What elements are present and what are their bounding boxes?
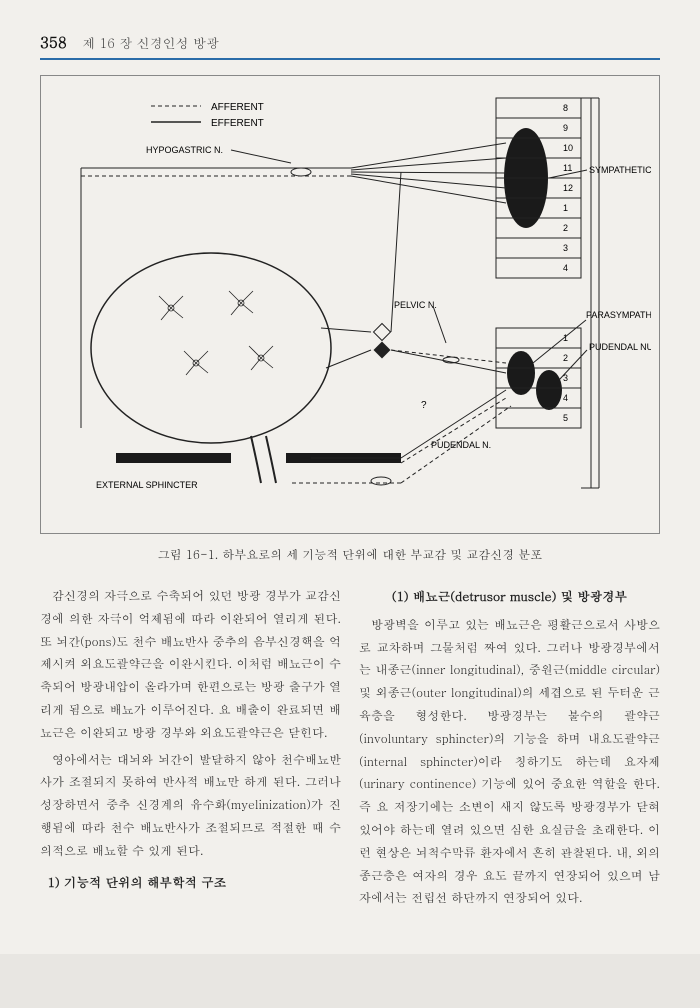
hypogastric-label: HYPOGASTRIC N. xyxy=(146,145,223,155)
svg-text:11: 11 xyxy=(563,163,572,173)
svg-text:1: 1 xyxy=(563,203,568,213)
svg-text:4: 4 xyxy=(563,393,568,403)
right-subhead-1: (1) 배뇨근(detrusor muscle) 및 방광경부 xyxy=(359,585,660,609)
page: 358 제 16 장 신경인성 방광 AFFERENT EFFERENT SYM… xyxy=(0,0,700,954)
left-column: 감신경의 자극으로 수축되어 있던 방광 경부가 교감신경에 의한 자극이 억제… xyxy=(40,585,341,914)
pelvic-label: PELVIC N. xyxy=(394,300,437,310)
figure-16-1: AFFERENT EFFERENT SYMPATHETIC NUCLEUS PA… xyxy=(40,75,660,534)
chapter-title: 제 16 장 신경인성 방광 xyxy=(82,33,219,52)
svg-text:3: 3 xyxy=(563,243,568,253)
body-columns: 감신경의 자극으로 수축되어 있던 방광 경부가 교감신경에 의한 자극이 억제… xyxy=(40,585,660,914)
ext-sphincter-label: EXTERNAL SPHINCTER xyxy=(96,480,198,490)
svg-text:4: 4 xyxy=(563,263,568,273)
svg-text:2: 2 xyxy=(563,353,568,363)
legend-afferent: AFFERENT xyxy=(211,102,264,113)
svg-text:12: 12 xyxy=(563,183,573,193)
ext-sphincter-left xyxy=(116,453,231,463)
svg-text:5: 5 xyxy=(563,413,568,423)
parasym-label-1: PARASYMPATHETIC NUCLEUS xyxy=(586,310,651,320)
left-p2: 영아에서는 대뇌와 뇌간이 발달하지 않아 천수배뇨반사가 조절되지 못하여 반… xyxy=(40,749,341,863)
page-number: 358 xyxy=(40,32,67,53)
page-header: 358 제 16 장 신경인성 방광 xyxy=(40,30,660,60)
bladder-outline xyxy=(91,253,331,443)
svg-text:1: 1 xyxy=(563,333,568,343)
left-p1: 감신경의 자극으로 수축되어 있던 방광 경부가 교감신경에 의한 자극이 억제… xyxy=(40,585,341,745)
svg-text:8: 8 xyxy=(563,103,568,113)
right-p1: 방광벽을 이루고 있는 배뇨근은 평활근으로서 사방으로 교차하며 그물처럼 짜… xyxy=(359,614,660,910)
sympathetic-label-1: SYMPATHETIC NUCLEUS xyxy=(589,165,651,175)
pudendal-nucleus-icon xyxy=(536,370,562,410)
svg-text:9: 9 xyxy=(563,123,568,133)
nerve-diagram-svg: AFFERENT EFFERENT SYMPATHETIC NUCLEUS PA… xyxy=(51,88,651,518)
legend-efferent: EFFERENT xyxy=(211,118,264,129)
pudendal-nuc-label: PUDENDAL NUCLEUS xyxy=(589,342,651,352)
left-subhead-1: 1) 기능적 단위의 해부학적 구조 xyxy=(40,871,341,895)
figure-caption: 그림 16-1. 하부요로의 세 기능적 단위에 대한 부교감 및 교감신경 분… xyxy=(40,546,660,563)
svg-text:2: 2 xyxy=(563,223,568,233)
svg-text:3: 3 xyxy=(563,373,568,383)
right-column: (1) 배뇨근(detrusor muscle) 및 방광경부 방광벽을 이루고… xyxy=(359,585,660,914)
svg-text:?: ? xyxy=(421,400,427,411)
svg-text:10: 10 xyxy=(563,143,573,153)
